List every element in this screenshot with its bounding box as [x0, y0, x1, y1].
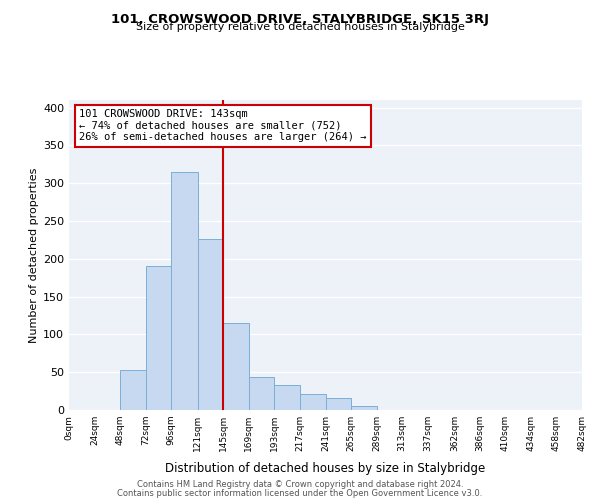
Bar	[300, 394, 325, 410]
Bar	[146, 266, 171, 410]
Bar	[351, 406, 377, 410]
Bar	[223, 323, 249, 410]
Bar	[325, 398, 351, 410]
X-axis label: Distribution of detached houses by size in Stalybridge: Distribution of detached houses by size …	[166, 462, 485, 475]
Bar	[198, 239, 223, 410]
Bar	[249, 376, 274, 410]
Y-axis label: Number of detached properties: Number of detached properties	[29, 168, 39, 342]
Text: 101, CROWSWOOD DRIVE, STALYBRIDGE, SK15 3RJ: 101, CROWSWOOD DRIVE, STALYBRIDGE, SK15 …	[111, 12, 489, 26]
Bar	[120, 370, 146, 410]
Text: 101 CROWSWOOD DRIVE: 143sqm
← 74% of detached houses are smaller (752)
26% of se: 101 CROWSWOOD DRIVE: 143sqm ← 74% of det…	[79, 110, 367, 142]
Text: Contains HM Land Registry data © Crown copyright and database right 2024.: Contains HM Land Registry data © Crown c…	[137, 480, 463, 489]
Bar	[274, 385, 300, 410]
Text: Size of property relative to detached houses in Stalybridge: Size of property relative to detached ho…	[136, 22, 464, 32]
Text: Contains public sector information licensed under the Open Government Licence v3: Contains public sector information licen…	[118, 488, 482, 498]
Bar	[171, 172, 198, 410]
